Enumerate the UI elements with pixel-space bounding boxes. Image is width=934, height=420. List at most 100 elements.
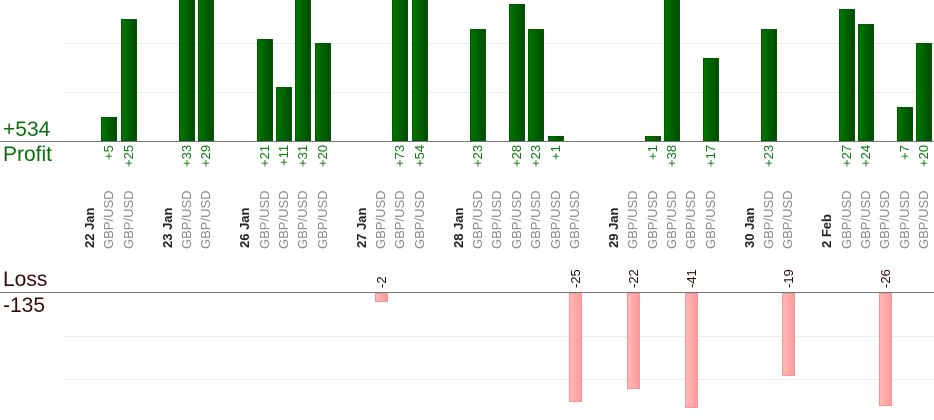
profit-value-label: +21	[256, 144, 272, 167]
profit-value-label: +23	[528, 144, 544, 167]
loss-value-label: -2	[374, 276, 389, 288]
pair-label: GBP/USD	[101, 190, 117, 249]
date-label: 23 Jan	[159, 207, 175, 248]
loss-baseline	[0, 292, 934, 293]
pair-label: GBP/USD	[877, 190, 893, 249]
profit-bar	[761, 28, 777, 141]
pair-label: GBP/USD	[547, 190, 563, 249]
pair-label: GBP/USD	[276, 190, 291, 249]
profit-value-label: +20	[314, 144, 330, 167]
profit-value-label: +38	[664, 144, 679, 167]
profit-label: Profit	[3, 143, 53, 166]
loss-bar	[782, 293, 796, 376]
profit-value-label: +33	[179, 144, 194, 167]
pair-label: GBP/USD	[664, 190, 679, 249]
pair-label: GBP/USD	[702, 190, 718, 249]
profit-value-label: +5	[101, 145, 117, 160]
pair-label: GBP/USD	[780, 190, 796, 249]
profit-bar	[392, 0, 409, 141]
pair-label: GBP/USD	[179, 190, 194, 249]
loss-bar	[685, 293, 699, 408]
pair-label: GBP/USD	[295, 190, 311, 249]
profit-value-label: +27	[838, 144, 854, 167]
loss-bar	[879, 293, 893, 407]
profit-bar	[508, 4, 525, 141]
profit-value-label: +23	[761, 144, 776, 167]
date-label: 30 Jan	[741, 207, 757, 248]
profit-bar	[916, 43, 933, 141]
date-label: 26 Jan	[237, 207, 253, 248]
pair-label: GBP/USD	[916, 190, 932, 249]
pair-label: GBP/USD	[644, 190, 660, 249]
profit-gridline	[63, 92, 934, 94]
profit-value-label: +20	[916, 144, 932, 167]
profit-value-label: +24	[858, 144, 873, 167]
loss-bar	[627, 293, 641, 389]
profit-bar	[101, 116, 118, 141]
loss-value-label: -25	[568, 269, 583, 288]
profit-bar	[644, 136, 661, 141]
pair-label: GBP/USD	[567, 190, 582, 249]
date-label: 2 Feb	[819, 214, 835, 248]
date-label: 29 Jan	[605, 207, 621, 248]
loss-value-label: -26	[878, 269, 894, 288]
profit-value-label: +54	[411, 144, 427, 167]
pair-label: GBP/USD	[508, 190, 524, 249]
profit-value-label: +7	[896, 145, 912, 160]
loss-gridline	[63, 335, 934, 337]
profit-bar	[896, 106, 913, 141]
profit-bar	[198, 0, 215, 141]
pair-label: GBP/USD	[120, 190, 136, 249]
loss-bar	[375, 293, 388, 302]
pair-label: GBP/USD	[392, 190, 408, 249]
date-label: 22 Jan	[82, 207, 97, 248]
pair-label: GBP/USD	[489, 190, 505, 249]
loss-gridline	[63, 379, 934, 380]
profit-bar	[664, 0, 680, 141]
profit-bar	[314, 43, 331, 141]
profit-bar	[702, 58, 719, 141]
pair-label: GBP/USD	[683, 190, 699, 249]
profit-value-label: +73	[392, 144, 408, 167]
date-label: 27 Jan	[353, 207, 369, 248]
pair-label: GBP/USD	[528, 190, 544, 249]
pair-label: GBP/USD	[198, 190, 214, 249]
profit-value-label: +28	[508, 144, 524, 167]
profit-value-label: +1	[547, 145, 563, 160]
profit-value-label: +17	[702, 144, 718, 167]
loss-label: Loss	[3, 268, 48, 291]
profit-value-label: +25	[120, 144, 136, 167]
pair-label: GBP/USD	[470, 190, 485, 249]
pair-label: GBP/USD	[256, 190, 272, 249]
pair-label: GBP/USD	[314, 190, 330, 249]
profit-bar	[470, 28, 486, 141]
profit-value-label: +1	[644, 145, 660, 160]
profit-total: +534	[3, 118, 51, 141]
date-label: 28 Jan	[450, 207, 466, 248]
profit-bar	[528, 28, 545, 141]
pair-label: GBP/USD	[761, 190, 776, 249]
profit-bar	[179, 0, 195, 141]
profit-value-label: +31	[295, 144, 311, 167]
loss-value-label: -41	[684, 269, 700, 288]
profit-bar	[120, 19, 137, 141]
profit-bar	[838, 9, 855, 141]
pair-label: GBP/USD	[411, 190, 427, 249]
profit-gridline	[63, 43, 934, 45]
profit-bar	[547, 136, 564, 141]
profit-bar	[411, 0, 428, 141]
profit-baseline	[0, 141, 934, 142]
profit-bar	[276, 87, 292, 141]
pair-label: GBP/USD	[838, 190, 854, 249]
loss-bar	[569, 293, 582, 402]
profit-bar	[256, 38, 273, 141]
loss-total: -135	[3, 294, 46, 317]
pair-label: GBP/USD	[858, 190, 873, 249]
profit-bar	[295, 0, 312, 141]
pair-label: GBP/USD	[373, 190, 388, 249]
profit-value-label: +23	[470, 144, 485, 167]
profit-bar	[858, 23, 874, 141]
loss-value-label: -19	[781, 269, 797, 288]
pair-label: GBP/USD	[625, 190, 641, 249]
profit-value-label: +29	[198, 144, 214, 167]
